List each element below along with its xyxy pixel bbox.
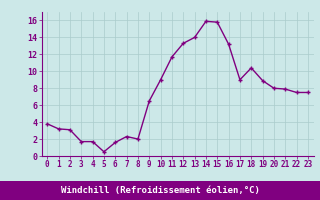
Text: Windchill (Refroidissement éolien,°C): Windchill (Refroidissement éolien,°C) xyxy=(60,186,260,195)
